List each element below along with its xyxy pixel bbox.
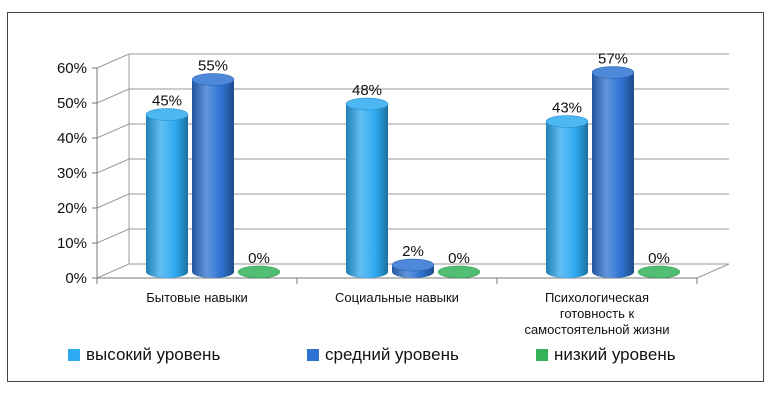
bar-1-1 (146, 108, 188, 278)
bar-top-2-2 (391, 258, 435, 272)
x-category-label: Бытовые навыки (146, 290, 248, 305)
legend-swatch (68, 349, 80, 361)
x-category-label: Социальные навыки (335, 290, 459, 305)
gridline-side (96, 193, 130, 209)
data-label: 55% (198, 58, 228, 75)
y-tick-label: 50% (57, 95, 87, 112)
bar-top-1-1 (145, 108, 189, 121)
x-category-label: самостоятельной жизни (524, 322, 669, 337)
gridline-side (96, 123, 130, 139)
x-category-label: готовность к (560, 306, 635, 321)
data-label: 2% (402, 243, 424, 260)
legend-swatch (536, 349, 548, 361)
bar-2-3 (592, 66, 634, 278)
legend-label: средний уровень (325, 345, 459, 364)
gridline-side (96, 228, 130, 244)
data-label: 0% (448, 250, 470, 267)
legend-item: средний уровень (307, 343, 459, 367)
bar-1-3 (546, 115, 588, 278)
bar-top-1-2 (345, 97, 389, 111)
gridline-side (96, 88, 130, 104)
y-tick-label: 0% (65, 270, 87, 287)
bar-top-3-1 (237, 265, 281, 279)
gridline-side (96, 53, 130, 69)
y-tick-label: 30% (57, 165, 87, 182)
x-category-label: Психологическая (545, 290, 649, 305)
data-label: 45% (152, 93, 182, 110)
y-tick-label: 20% (57, 200, 87, 217)
data-label: 43% (552, 100, 582, 117)
legend-label: высокий уровень (86, 345, 221, 364)
chart-legend: высокий уровень средний уровень низкий уро… (0, 343, 773, 367)
legend-label: низкий уровень (554, 345, 676, 364)
bar-top-1-3 (545, 115, 589, 128)
data-label: 0% (648, 250, 670, 267)
legend-item: высокий уровень (68, 343, 220, 367)
data-label: 48% (352, 82, 382, 99)
bar-top-2-3 (591, 66, 635, 79)
data-label: 0% (248, 250, 270, 267)
y-tick-label: 40% (57, 130, 87, 147)
bar-top-3-2 (437, 265, 481, 279)
gridline-side (96, 158, 130, 174)
y-tick-label: 10% (57, 235, 87, 252)
bar-top-2-1 (191, 73, 235, 86)
bar-2-1 (192, 73, 234, 278)
data-label: 57% (598, 51, 628, 68)
legend-item: низкий уровень (536, 343, 676, 367)
floor-edge (696, 263, 730, 279)
y-tick-label: 60% (57, 60, 87, 77)
bar-1-2 (346, 98, 388, 278)
gridline-side (96, 263, 130, 279)
legend-swatch (307, 349, 319, 361)
bar-top-3-3 (637, 265, 681, 279)
